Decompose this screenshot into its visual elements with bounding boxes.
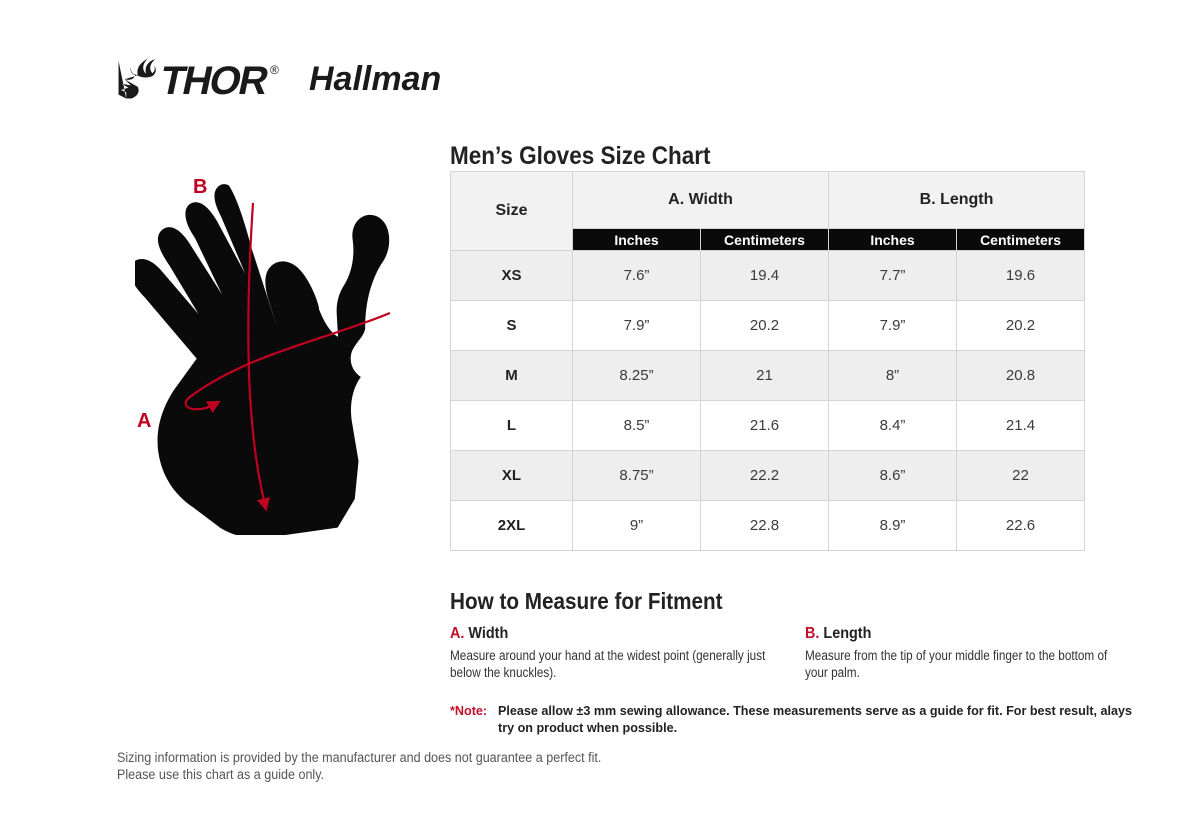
svg-text:B: B: [193, 176, 207, 198]
svg-text:A: A: [137, 410, 151, 432]
svg-text:®: ®: [270, 63, 279, 77]
svg-text:THOR: THOR: [156, 57, 273, 102]
